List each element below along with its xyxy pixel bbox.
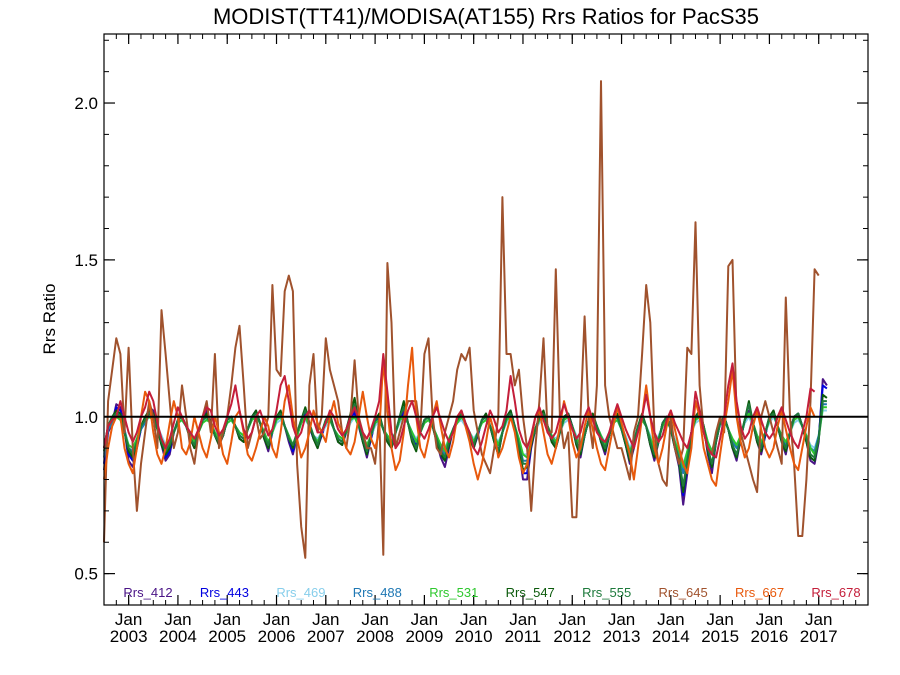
- x-tick-label-year: 2009: [405, 627, 443, 646]
- x-tick-label-year: 2013: [603, 627, 641, 646]
- legend: Rrs_412 Rrs_443 Rrs_469 Rrs_488 Rrs_531 Rrs_5…: [123, 585, 860, 600]
- x-tick-label-year: 2006: [258, 627, 296, 646]
- legend-entry-rrs-443: Rrs_443: [200, 585, 249, 600]
- x-tick-label-month: Jan: [559, 610, 586, 629]
- x-tick-label-year: 2017: [800, 627, 838, 646]
- x-tick-label-month: Jan: [805, 610, 832, 629]
- x-tick-label-month: Jan: [312, 610, 339, 629]
- x-tick-label-month: Jan: [460, 610, 487, 629]
- x-tick-label-year: 2016: [751, 627, 789, 646]
- legend-entry-rrs-645: Rrs_645: [659, 585, 708, 600]
- legend-entry-rrs-469: Rrs_469: [276, 585, 325, 600]
- legend-entry-rrs-667: Rrs_667: [735, 585, 784, 600]
- x-tick-label-month: Jan: [361, 610, 388, 629]
- legend-entry-rrs-555: Rrs_555: [582, 585, 631, 600]
- x-tick-label-month: Jan: [657, 610, 684, 629]
- x-tick-label-year: 2015: [701, 627, 739, 646]
- x-tick-label-month: Jan: [263, 610, 290, 629]
- y-tick-label: 2.0: [74, 94, 98, 113]
- x-tick-label-year: 2010: [455, 627, 493, 646]
- series-layer: [103, 80, 828, 559]
- x-tick-label-month: Jan: [756, 610, 783, 629]
- plot-frame: [103, 33, 869, 606]
- axes-layer: 0.51.01.52.0Jan2003Jan2004Jan2005Jan2006…: [74, 33, 869, 646]
- series-line-rrs-645: [103, 80, 820, 559]
- x-tick-label-year: 2007: [307, 627, 345, 646]
- x-tick-label-month: Jan: [608, 610, 635, 629]
- legend-entry-rrs-412: Rrs_412: [123, 585, 172, 600]
- legend-entry-rrs-531: Rrs_531: [429, 585, 478, 600]
- y-tick-label: 1.5: [74, 251, 98, 270]
- x-tick-label-month: Jan: [115, 610, 142, 629]
- x-tick-label-year: 2014: [652, 627, 690, 646]
- y-tick-label: 1.0: [74, 408, 98, 427]
- x-tick-label-month: Jan: [214, 610, 241, 629]
- x-tick-label-year: 2011: [505, 627, 542, 646]
- x-tick-label-year: 2012: [553, 627, 591, 646]
- x-tick-label-month: Jan: [706, 610, 733, 629]
- x-tick-label-month: Jan: [164, 610, 191, 629]
- x-tick-label-year: 2003: [110, 627, 148, 646]
- y-tick-label: 0.5: [74, 565, 98, 584]
- x-tick-label-month: Jan: [509, 610, 536, 629]
- x-tick-label-year: 2004: [159, 627, 197, 646]
- series-line-rrs-678: [103, 353, 816, 459]
- x-tick-label-year: 2005: [208, 627, 246, 646]
- legend-entry-rrs-547: Rrs_547: [506, 585, 555, 600]
- legend-entry-rrs-678: Rrs_678: [811, 585, 860, 600]
- x-tick-label-month: Jan: [411, 610, 438, 629]
- legend-entry-rrs-488: Rrs_488: [353, 585, 402, 600]
- x-tick-label-year: 2008: [356, 627, 394, 646]
- y-axis-label: Rrs Ratio: [40, 284, 59, 355]
- chart-title: MODIST(TT41)/MODISA(AT155) Rrs Ratios fo…: [213, 4, 759, 29]
